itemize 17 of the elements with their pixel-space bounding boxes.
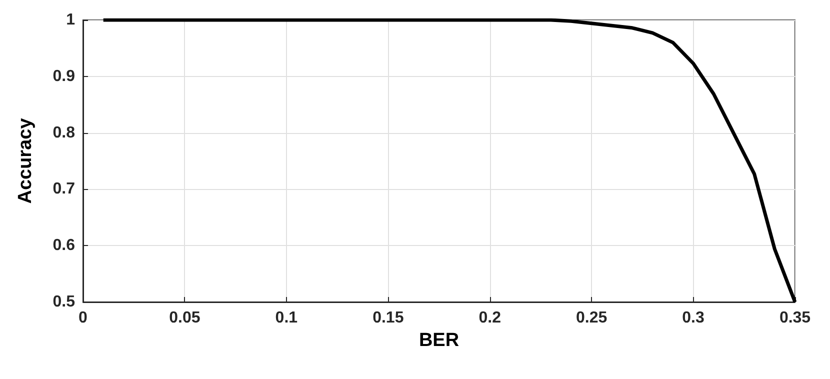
x-axis-title: BER	[418, 330, 460, 351]
x-tick-label: 0	[78, 310, 88, 326]
x-tick-label: 0.3	[682, 310, 705, 326]
y-tick-label: 0.8	[52, 124, 76, 142]
x-tick-label: 0.1	[275, 310, 298, 326]
y-axis-title: Accuracy	[15, 118, 36, 204]
x-tick-label: 0.05	[169, 310, 200, 326]
y-tick-label: 0.7	[52, 180, 76, 198]
line-series	[102, 18, 797, 304]
x-tick-label: 0.15	[372, 310, 404, 326]
y-tick-label: 0.5	[52, 294, 76, 310]
x-tick-label: 0.35	[779, 310, 811, 326]
x-tick-label: 0.2	[478, 310, 502, 326]
y-tick-label: 0.9	[52, 68, 76, 85]
y-tick-label: 0.6	[52, 237, 76, 254]
y-tick-label: 1	[66, 12, 76, 28]
x-tick-label: 0.25	[576, 310, 608, 326]
